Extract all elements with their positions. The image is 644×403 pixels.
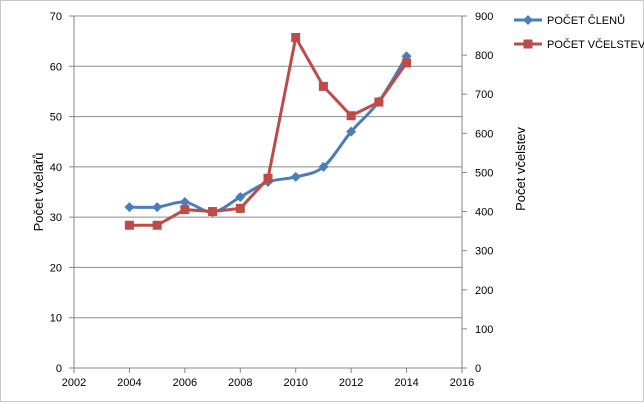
- data-point: [318, 81, 328, 91]
- legend-item-1: POČET ČLENŮ: [514, 14, 625, 27]
- x-tick-label: 2016: [450, 377, 474, 389]
- data-point: [179, 197, 190, 208]
- data-point: [180, 205, 190, 215]
- y-left-tick-label: 20: [50, 262, 62, 274]
- y-right-tick-label: 0: [475, 363, 481, 375]
- y-left-tick-label: 10: [50, 313, 62, 325]
- data-point: [318, 161, 329, 172]
- y-right-tick-label: 800: [475, 50, 493, 62]
- y-right-tick-label: 600: [475, 128, 493, 140]
- x-tick-label: 2014: [394, 377, 418, 389]
- y-right-tick-label: 500: [475, 167, 493, 179]
- y-right-tick-label: 700: [475, 89, 493, 101]
- legend-marker: [523, 15, 533, 25]
- legend-item-2: POČET VČELSTEV: [514, 38, 644, 51]
- x-tick-label: 2002: [62, 377, 86, 389]
- y-left-tick-label: 0: [56, 363, 62, 375]
- x-tick-label: 2004: [117, 377, 141, 389]
- series-line: [127, 54, 409, 214]
- data-point: [152, 220, 162, 230]
- x-tick-label: 2006: [173, 377, 197, 389]
- data-point: [152, 202, 163, 213]
- x-tick-label: 2008: [228, 377, 252, 389]
- data-point: [291, 33, 301, 43]
- y-left-tick-label: 30: [50, 212, 62, 224]
- legend: POČET ČLENŮ POČET VČELSTEV: [514, 14, 644, 51]
- data-point: [208, 207, 218, 217]
- y-right-tick-label: 900: [475, 11, 493, 23]
- x-tick-label: 2012: [339, 377, 363, 389]
- y-right-tick-labels: 0 100 200 300 400 500 600 700 800 900: [475, 11, 493, 375]
- data-point: [290, 171, 301, 182]
- series-2: [124, 33, 412, 230]
- series-1: [124, 51, 412, 218]
- x-tick-labels: 2002 2004 2006 2008 2010 2012 2014 2016: [62, 377, 474, 389]
- data-point: [124, 220, 134, 230]
- data-point: [374, 97, 384, 107]
- y-left-tick-label: 70: [50, 11, 62, 23]
- y-left-tick-label: 40: [50, 162, 62, 174]
- y-right-tick-label: 300: [475, 246, 493, 258]
- y-right-tick-label: 200: [475, 285, 493, 297]
- data-point: [124, 202, 135, 213]
- data-point: [402, 58, 412, 68]
- data-point: [346, 126, 357, 137]
- legend-label: POČET ČLENŮ: [547, 14, 625, 27]
- y-left-tick-labels: 0 10 20 30 40 50 60 70: [50, 11, 62, 375]
- y-right-tick-label: 400: [475, 207, 493, 219]
- data-point: [235, 192, 246, 203]
- gridlines: [74, 15, 462, 319]
- y-left-tick-label: 60: [50, 61, 62, 73]
- y-right-tick-label: 100: [475, 324, 493, 336]
- axes: [69, 15, 467, 373]
- data-point: [235, 203, 245, 213]
- y-left-axis-title: Počet včelařů: [31, 153, 46, 232]
- series: [124, 33, 412, 230]
- legend-label: POČET VČELSTEV: [547, 38, 644, 51]
- x-tick-label: 2010: [283, 377, 307, 389]
- data-point: [346, 111, 356, 121]
- series-line: [127, 36, 409, 227]
- legend-marker: [523, 39, 533, 49]
- data-point: [263, 173, 273, 183]
- y-left-tick-label: 50: [50, 112, 62, 124]
- y-right-axis-title: Počet včelstev: [513, 127, 528, 211]
